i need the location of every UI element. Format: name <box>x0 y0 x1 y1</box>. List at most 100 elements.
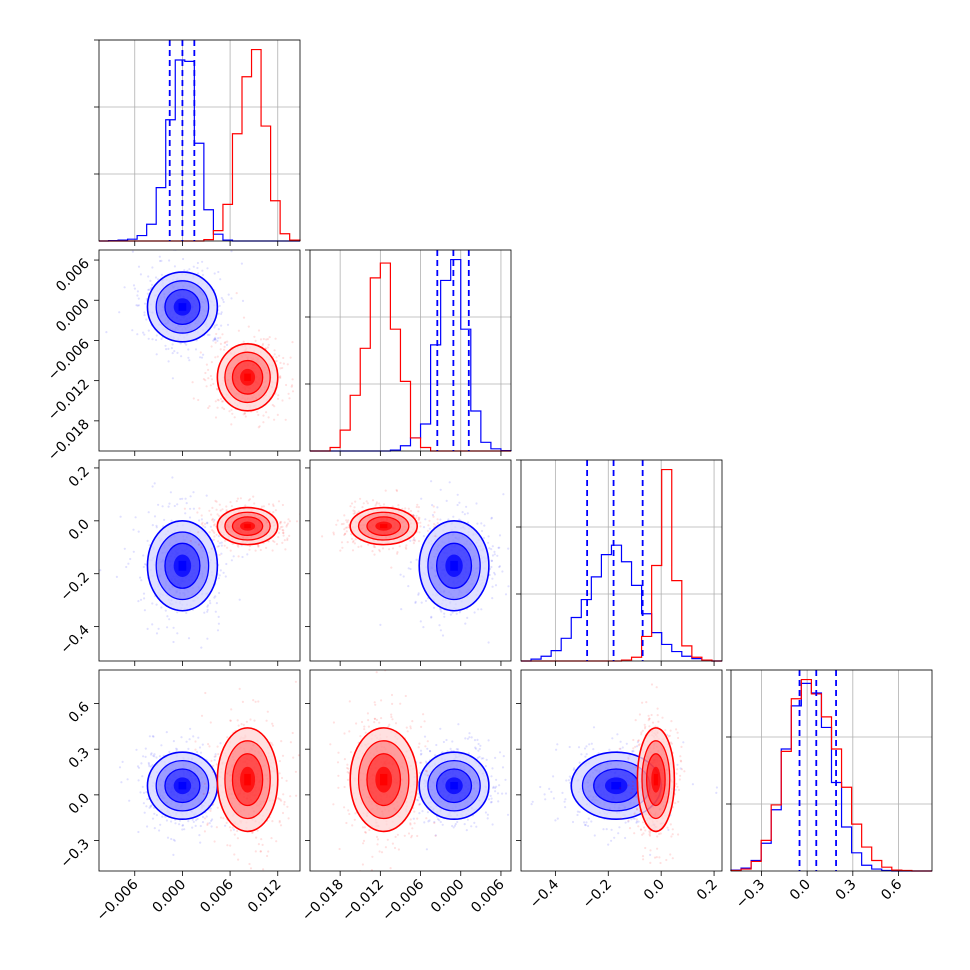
scatter-point-a <box>160 606 163 609</box>
scatter-point-b <box>276 397 280 400</box>
scatter-point-a <box>140 762 143 765</box>
scatter-point-a <box>241 555 244 559</box>
scatter-point-a <box>490 516 493 519</box>
scatter-point-a <box>502 755 505 758</box>
scatter-point-a <box>475 502 478 505</box>
panel-content <box>99 476 300 649</box>
scatter-point-b <box>374 703 377 706</box>
scatter-point-a <box>399 573 402 576</box>
scatter-point-a <box>480 608 483 611</box>
scatter-point-b <box>283 800 286 804</box>
scatter-point-b <box>420 725 423 729</box>
scatter-point-b <box>225 821 228 825</box>
scatter-point-a <box>202 353 205 356</box>
panel-frame <box>309 249 512 452</box>
scatter-point-b <box>366 502 369 505</box>
scatter-point-a <box>181 497 184 500</box>
scatter-point-b <box>248 545 251 548</box>
scatter-point-a <box>145 297 148 301</box>
scatter-point-a <box>434 834 437 837</box>
scatter-point-b <box>201 521 204 524</box>
scatter-point-b <box>210 759 213 763</box>
scatter-point-a <box>627 820 630 823</box>
scatter-point-a <box>206 608 209 612</box>
scatter-point-b <box>352 512 355 515</box>
scatter-point-b <box>249 718 252 721</box>
scatter-point-a <box>618 826 621 829</box>
scatter-point-b <box>218 503 221 506</box>
scatter-point-b <box>207 406 210 410</box>
scatter-point-a <box>449 747 452 751</box>
scatter-point-b <box>350 502 354 505</box>
scatter-point-a <box>183 269 186 272</box>
scatter-point-b <box>270 837 273 840</box>
scatter-point-a <box>617 832 620 835</box>
scatter-point-b <box>409 725 412 728</box>
scatter-point-b <box>262 414 265 417</box>
scatter-point-b <box>426 774 430 777</box>
scatter-point-a <box>583 823 587 827</box>
scatter-point-a <box>206 604 210 607</box>
density-peak-a <box>450 782 458 790</box>
scatter-point-b <box>289 741 292 744</box>
scatter-point-b <box>259 850 262 853</box>
scatter-point-a <box>161 815 164 818</box>
scatter-point-b <box>340 541 344 544</box>
scatter-point-a <box>209 602 212 605</box>
scatter-point-b <box>336 761 340 764</box>
scatter-point-a <box>498 534 502 537</box>
scatter-point-a <box>159 823 162 826</box>
scatter-point-a <box>426 811 429 814</box>
scatter-point-a <box>436 818 440 821</box>
scatter-point-b <box>409 823 412 826</box>
scatter-point-a <box>488 547 491 550</box>
scatter-point-b <box>291 384 294 387</box>
scatter-point-a <box>180 736 183 739</box>
scatter-point-b <box>287 518 290 521</box>
histogram-step-series-a <box>99 59 300 242</box>
scatter-point-a <box>183 828 186 831</box>
scatter-point-a <box>583 747 587 750</box>
scatter-point-a <box>186 269 189 272</box>
scatter-point-b <box>409 509 413 513</box>
scatter-point-b <box>417 518 420 521</box>
scatter-point-b <box>194 740 197 743</box>
scatter-point-b <box>282 362 285 365</box>
scatter-point-b <box>257 544 260 547</box>
scatter-point-b <box>254 339 257 342</box>
scatter-point-a <box>220 544 223 547</box>
scatter-point-b <box>272 503 275 506</box>
scatter-point-b <box>229 719 232 722</box>
scatter-point-b <box>231 826 234 829</box>
scatter-point-b <box>223 348 226 351</box>
scatter-point-b <box>397 504 400 507</box>
scatter-point-a <box>424 599 428 603</box>
scatter-point-a <box>147 763 151 766</box>
scatter-point-a <box>498 784 501 787</box>
scatter-point-a <box>420 752 423 755</box>
scatter-point-b <box>346 521 349 524</box>
scatter-point-a <box>192 507 195 510</box>
scatter-point-a <box>191 826 194 829</box>
scatter-point-a <box>213 337 216 340</box>
scatter-point-a <box>178 823 181 826</box>
scatter-point-a <box>478 747 481 751</box>
scatter-point-a <box>452 826 455 829</box>
scatter-point-b <box>209 721 212 724</box>
scatter-point-a <box>150 752 153 755</box>
panel-content <box>118 680 300 871</box>
scatter-point-a <box>143 811 146 814</box>
scatter-point-a <box>451 824 454 828</box>
scatter-point-a <box>419 753 422 756</box>
scatter-point-a <box>490 565 493 569</box>
scatter-point-b <box>409 727 412 730</box>
scatter-point-b <box>416 834 419 838</box>
scatter-point-a <box>170 837 173 841</box>
scatter-point-a <box>173 504 176 508</box>
scatter-point-a <box>490 797 493 800</box>
scatter-point-a <box>172 626 175 629</box>
scatter-point-a <box>441 823 444 826</box>
scatter-point-a <box>466 737 469 740</box>
scatter-point-a <box>443 615 446 618</box>
scatter-point-a <box>445 499 448 502</box>
